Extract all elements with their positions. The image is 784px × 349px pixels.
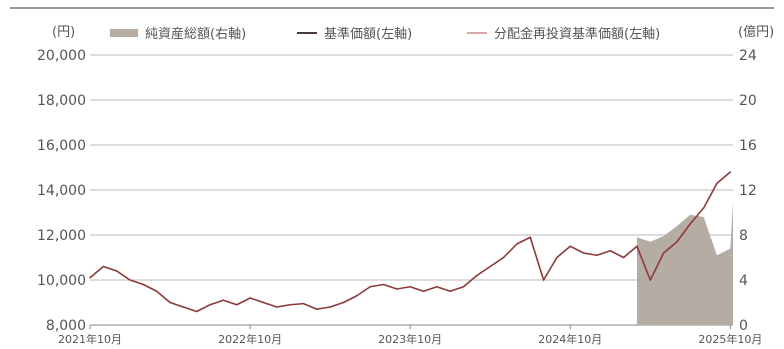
x-tick-label: 2021年10月	[58, 332, 122, 346]
nav-data-point	[356, 294, 358, 297]
nav-data-point	[302, 302, 305, 305]
nav-data-point	[529, 236, 532, 239]
nav-data-point	[249, 297, 251, 299]
nav-data-point	[342, 301, 345, 304]
y-left-tick-label: 8,000	[46, 318, 86, 334]
nav-data-point	[729, 171, 732, 173]
y-right-tick-label: 24	[739, 48, 757, 64]
nav-data-point	[689, 222, 692, 225]
y-right-ticks: 0 4 8 12 16 20 24	[739, 48, 757, 334]
nav-data-point	[142, 283, 145, 286]
x-tick-label: 2024年10月	[538, 332, 602, 346]
nav-data-point	[516, 243, 518, 245]
nav-data-point	[462, 285, 465, 288]
y-left-tick-label: 16,000	[37, 138, 86, 154]
nav-data-point	[369, 285, 371, 288]
y-left-tick-label: 14,000	[37, 183, 86, 199]
nav-data-point	[436, 285, 438, 288]
y-left-tick-label: 18,000	[37, 93, 86, 109]
nav-data-point	[209, 303, 211, 306]
nav-data-point	[195, 310, 198, 313]
y-right-tick-label: 4	[739, 273, 748, 289]
y-left-ticks: 8,000 10,000 12,000 14,000 16,000 18,000 20,00…	[37, 48, 86, 334]
nav-data-point	[169, 301, 171, 304]
nav-data-point	[596, 254, 598, 257]
series-lines	[89, 171, 732, 313]
gridlines	[90, 54, 733, 326]
nav-data-point	[609, 249, 612, 252]
nav-data-point	[569, 245, 572, 248]
nav-data-point	[102, 265, 105, 268]
x-tick-label: 2025年10月	[698, 332, 762, 346]
nav-data-point	[155, 290, 158, 293]
y-right-tick-label: 20	[739, 93, 757, 109]
nav-data-point	[676, 240, 678, 243]
y-left-tick-label: 10,000	[37, 273, 86, 289]
legend-label-nav: 基準価額(左軸)	[324, 26, 412, 42]
legend-label-reinvested: 分配金再投資基準価額(左軸)	[494, 26, 660, 42]
nav-data-point	[502, 256, 505, 259]
nav-data-point	[289, 303, 291, 306]
nav-data-point	[542, 279, 545, 281]
legend: 純資産総額(右軸) 基準価額(左軸) 分配金再投資基準価額(左軸)	[110, 26, 660, 42]
nav-data-point	[476, 274, 478, 277]
left-axis-unit: (円)	[52, 25, 75, 40]
y-right-tick-label: 16	[739, 138, 757, 154]
nav-data-point	[182, 306, 185, 308]
nav-data-point	[582, 252, 585, 254]
nav-data-point	[382, 283, 385, 286]
nav-data-point	[262, 301, 265, 304]
legend-swatch-net-assets	[110, 29, 138, 37]
nav-data-point	[115, 270, 118, 272]
nav-data-point	[422, 290, 425, 293]
nav-data-point	[235, 303, 238, 306]
y-left-tick-label: 20,000	[37, 48, 86, 64]
nav-data-point	[222, 299, 225, 302]
y-right-tick-label: 0	[739, 318, 748, 334]
legend-label-net-assets: 純資産総額(右軸)	[145, 26, 246, 42]
net-assets-area	[636, 201, 733, 325]
nav-data-point	[396, 288, 398, 290]
nav-data-point	[449, 290, 451, 293]
nav-data-point	[315, 308, 318, 311]
nav-data-point	[662, 252, 665, 254]
x-ticks: 2021年10月 2022年10月 2023年10月 2024年10月 2025年10月	[58, 325, 762, 346]
nav-data-point	[489, 265, 492, 268]
right-axis-unit: (億円)	[738, 24, 774, 40]
nav-data-point	[702, 207, 705, 209]
x-tick-label: 2023年10月	[378, 332, 442, 346]
nav-series-line	[89, 171, 731, 313]
nav-data-point	[649, 279, 652, 281]
y-left-tick-label: 12,000	[37, 228, 86, 244]
net-assets-area-fill	[636, 201, 733, 325]
nav-data-point	[556, 256, 558, 259]
nav-data-point	[409, 285, 411, 288]
nav-data-point	[636, 245, 638, 248]
y-right-tick-label: 8	[739, 228, 748, 244]
nav-data-point	[129, 279, 131, 281]
nav-data-point	[329, 306, 331, 308]
nav-data-point	[622, 256, 625, 259]
y-right-tick-label: 12	[739, 183, 757, 199]
nav-data-point	[89, 276, 91, 279]
nav-data-point	[716, 182, 718, 185]
x-tick-label: 2022年10月	[218, 332, 282, 346]
nav-data-point	[275, 306, 278, 308]
